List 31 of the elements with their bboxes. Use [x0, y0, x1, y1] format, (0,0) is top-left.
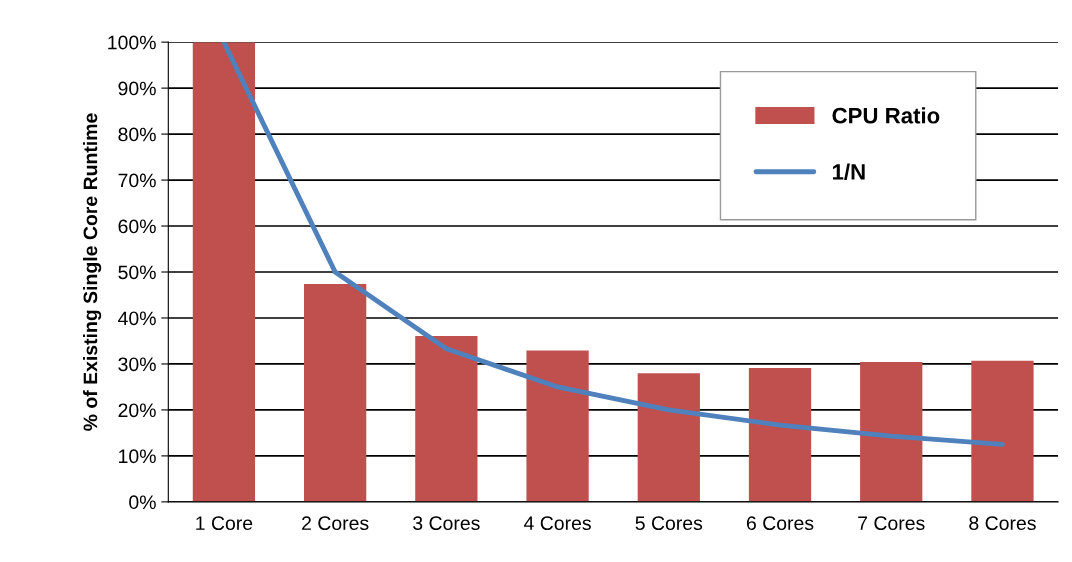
x-tick-label: 2 Cores — [302, 516, 369, 531]
bar — [748, 368, 812, 502]
x-tick-label: 4 Cores — [523, 516, 591, 531]
y-tick-label: 90% — [118, 81, 156, 96]
y-axis-title: % of Existing Single Core Runtime — [83, 113, 102, 431]
x-tick-label: 5 Cores — [635, 516, 703, 531]
line-series — [221, 42, 1005, 447]
x-tick-label: 8 Cores — [969, 516, 1036, 531]
bar — [526, 350, 589, 502]
y-tick-label: 0% — [129, 495, 156, 510]
legend-label: 1/N — [832, 163, 865, 181]
y-tick-label: 20% — [118, 403, 156, 418]
x-tick-label: 7 Cores — [858, 516, 925, 531]
y-tick-label: 40% — [118, 311, 156, 326]
x-tick-label: 1 Core — [196, 516, 253, 531]
y-tick-label: 70% — [118, 173, 156, 188]
x-tick-label: 6 Cores — [746, 516, 814, 531]
y-tick-label: 50% — [118, 265, 156, 280]
x-tick-label: 3 Cores — [413, 516, 480, 531]
bar — [192, 42, 256, 502]
y-tick-label: 10% — [119, 449, 156, 464]
y-tick-label: 80% — [118, 127, 156, 142]
bar — [637, 373, 700, 502]
bar — [415, 335, 478, 502]
y-tick-label: 60% — [118, 219, 156, 234]
bar — [971, 360, 1034, 502]
y-tick-label: 100% — [108, 35, 156, 50]
bar — [303, 283, 367, 502]
legend-label: CPU Ratio — [832, 107, 940, 124]
bar — [860, 362, 923, 502]
y-tick-label: 30% — [118, 357, 156, 372]
